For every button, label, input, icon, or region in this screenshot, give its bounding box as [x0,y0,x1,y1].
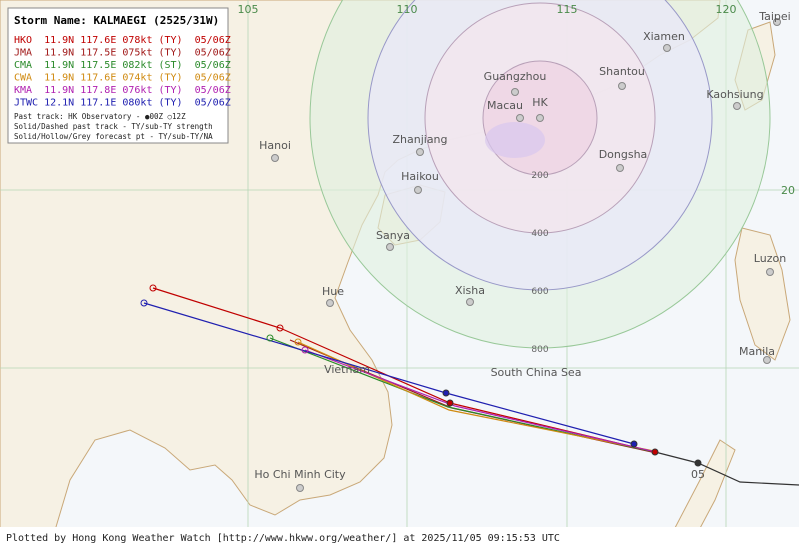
place-label: Luzon [754,252,786,265]
place-label: HK [532,96,548,109]
ring-label: 600 [531,287,548,297]
city-dot [773,18,781,26]
legend-note: Past track: HK Observatory - ●00Z ○12Z [14,112,186,121]
city-dot [271,154,279,162]
legend-box [7,7,229,144]
legend-note: Solid/Hollow/Grey forecast pt - TY/sub-T… [14,132,213,141]
city-dot [326,299,334,307]
place-label: Dongsha [599,148,648,161]
lat-label: 20 [781,184,795,197]
place-label: Xiamen [643,30,685,43]
agency-line: CMA 11.9N 117.5E 082kt (ST) 05/06Z [14,60,231,71]
ring-label: 800 [531,345,548,355]
agency-line: HKO 11.9N 117.6E 078kt (TY) 05/06Z [14,35,231,46]
lon-label: 120 [716,3,737,16]
legend-note: Solid/Dashed past track - TY/sub-TY stre… [14,122,213,131]
place-label: Hue [322,285,344,298]
place-label: Kaohsiung [706,88,763,101]
range-rings [309,0,771,349]
city-dot [416,148,424,156]
agency-line: CWA 11.9N 117.6E 074kt (TY) 05/06Z [14,73,231,84]
ring-label: 200 [531,171,548,181]
place-label: Manila [739,345,775,358]
city-dot [466,298,474,306]
city-dot [763,356,771,364]
place-label: Sanya [376,229,410,242]
footer-bar [0,527,799,547]
city-dot [414,186,422,194]
lon-label: 110 [397,3,418,16]
city-dot [616,164,624,172]
place-label: Guangzhou [484,70,547,83]
city-dot [663,44,671,52]
time-label: 05 [691,468,705,481]
place-label: Taipei [758,10,791,23]
lon-label: 105 [238,3,259,16]
city-dot [386,243,394,251]
ring-label: 400 [531,229,548,239]
agency-line: JTWC 12.1N 117.1E 080kt (TY) 05/06Z [14,98,231,109]
city-dot [733,102,741,110]
place-label: Haikou [401,170,439,183]
place-label: Shantou [599,65,645,78]
place-label: Xisha [455,284,485,297]
city-dot [516,114,524,122]
city-dot [296,484,304,492]
city-dot [766,268,774,276]
city-dot [511,88,519,96]
sea-label: South China Sea [491,366,582,379]
city-dot [618,82,626,90]
track-points [140,284,702,467]
agency-line: KMA 11.9N 117.8E 076kt (TY) 05/06Z [14,85,231,96]
lon-label: 115 [557,3,578,16]
place-label: Hanoi [259,139,291,152]
place-label: Vietnam [324,363,370,376]
place-label: Ho Chi Minh City [254,468,346,481]
agency-line: JMA 11.9N 117.5E 075kt (TY) 05/06Z [14,48,231,59]
storm-title: Storm Name: KALMAEGI (2525/31W) [14,14,219,27]
city-dot [536,114,544,122]
place-label: Zhanjiang [392,133,447,146]
footer: Plotted by Hong Kong Weather Watch [http… [6,533,560,544]
place-label: Macau [487,99,523,112]
